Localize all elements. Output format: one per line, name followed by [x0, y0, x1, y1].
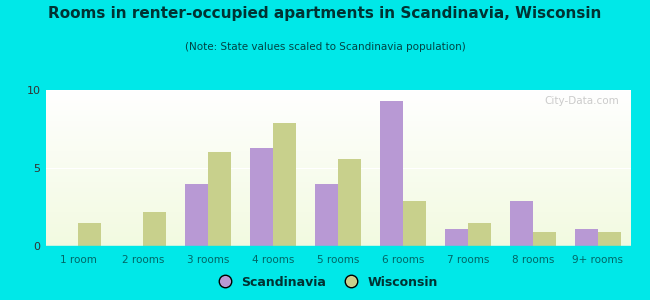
Bar: [338, 159, 361, 246]
Text: 8 rooms: 8 rooms: [512, 255, 554, 265]
Bar: [575, 229, 598, 246]
Bar: [78, 223, 101, 246]
Bar: [185, 184, 208, 246]
Text: 5 rooms: 5 rooms: [317, 255, 359, 265]
Bar: [143, 212, 166, 246]
Bar: [445, 229, 468, 246]
Text: 6 rooms: 6 rooms: [382, 255, 424, 265]
Bar: [468, 223, 491, 246]
Bar: [380, 101, 403, 246]
Text: Rooms in renter-occupied apartments in Scandinavia, Wisconsin: Rooms in renter-occupied apartments in S…: [48, 6, 602, 21]
Bar: [403, 201, 426, 246]
Legend: Scandinavia, Wisconsin: Scandinavia, Wisconsin: [207, 271, 443, 294]
Bar: [533, 232, 556, 246]
Text: 7 rooms: 7 rooms: [447, 255, 489, 265]
Text: City-Data.com: City-Data.com: [544, 96, 619, 106]
Text: 2 rooms: 2 rooms: [122, 255, 164, 265]
Text: (Note: State values scaled to Scandinavia population): (Note: State values scaled to Scandinavi…: [185, 42, 465, 52]
Bar: [598, 232, 621, 246]
Text: 9+ rooms: 9+ rooms: [573, 255, 623, 265]
Bar: [315, 184, 338, 246]
Bar: [208, 152, 231, 246]
Text: 1 room: 1 room: [60, 255, 96, 265]
Bar: [273, 123, 296, 246]
Bar: [250, 148, 273, 246]
Bar: [510, 201, 533, 246]
Text: 3 rooms: 3 rooms: [187, 255, 229, 265]
Text: 4 rooms: 4 rooms: [252, 255, 294, 265]
